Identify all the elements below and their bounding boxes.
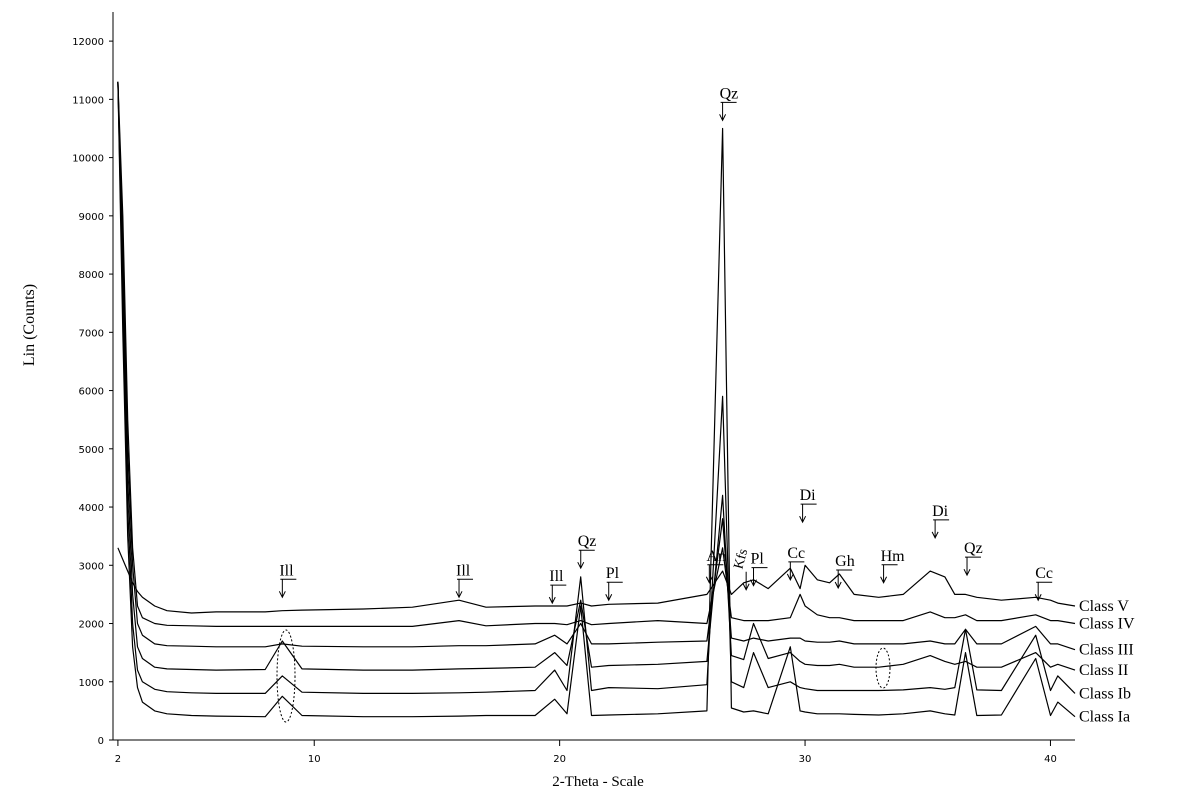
series-line: [117, 81, 1076, 651]
y-tick-label: 6000: [79, 387, 104, 398]
series-label: Class III: [1079, 642, 1134, 659]
series-line: [117, 81, 1076, 627]
y-tick-label: 12000: [72, 37, 104, 48]
series-line: [117, 81, 1076, 694]
annotation-arrow: [880, 564, 888, 584]
annotation-arrow: [278, 579, 286, 599]
x-tick-label: 40: [1044, 754, 1057, 765]
annotation-arrow: [750, 567, 757, 587]
annotation-label: Cc: [1035, 565, 1053, 582]
series-label: Class Ia: [1079, 709, 1130, 726]
annotation-arrow: [705, 564, 713, 584]
y-tick-label: 5000: [79, 445, 104, 456]
series-label: Class IV: [1079, 616, 1135, 633]
series-label: Class Ib: [1079, 685, 1131, 702]
annotation-arrow: [1034, 582, 1042, 602]
x-tick-label: 10: [308, 754, 321, 765]
annotation-arrow: [786, 561, 794, 581]
annotation-arrow: [963, 557, 971, 577]
y-tick-label: 11000: [72, 95, 104, 106]
annotation-label: Hm: [881, 548, 906, 565]
y-tick-label: 2000: [79, 620, 104, 631]
y-axis-title: Lin (Counts): [21, 284, 38, 366]
annotation-label: Qz: [578, 533, 597, 550]
y-tick-label: 0: [98, 736, 104, 747]
y-tick-label: 9000: [79, 212, 104, 223]
annotation-arrow: [719, 102, 727, 122]
y-tick-label: 4000: [79, 503, 104, 514]
annotation-label: Gh: [835, 553, 855, 570]
series-line: [117, 81, 1076, 671]
annotation-label: Di: [800, 487, 817, 504]
x-tick-label: 2: [115, 754, 121, 765]
annotation-arrow: [799, 504, 807, 524]
annotation-label: Qz: [720, 85, 739, 102]
y-tick-label: 7000: [79, 328, 104, 339]
y-tick-label: 1000: [79, 678, 104, 689]
y-tick-label: 8000: [79, 270, 104, 281]
annotation-arrow: [548, 585, 556, 605]
x-axis-title: 2-Theta - Scale: [552, 774, 644, 790]
annotation-arrow: [455, 579, 463, 599]
annotation-label: Qz: [964, 540, 983, 557]
annotation-arrow: [834, 569, 842, 590]
annotation-label: Di: [932, 503, 949, 520]
y-tick-label: 10000: [72, 154, 104, 165]
annotation-label: Pl: [751, 551, 765, 568]
annotation-label: Ill: [279, 562, 294, 579]
annotation-arrow: [577, 550, 585, 570]
annotation-label: Cc: [787, 545, 805, 562]
annotation-label: Pl: [606, 565, 620, 582]
x-tick-label: 20: [553, 754, 566, 765]
annotation-label: Ill: [549, 568, 564, 585]
highlight-ellipse: [276, 629, 296, 723]
series-label: Class II: [1079, 662, 1128, 679]
annotation-label: Ill: [456, 562, 471, 579]
y-tick-label: 3000: [79, 561, 104, 572]
annotation-arrow: [742, 571, 750, 591]
highlight-ellipse: [875, 647, 891, 689]
annotation-arrow: [605, 582, 613, 602]
series-line: [117, 81, 1076, 718]
x-tick-label: 30: [799, 754, 812, 765]
annotation-arrow: [931, 519, 939, 540]
annotation-label: Kfs: [732, 547, 752, 570]
series-line: [117, 547, 1076, 614]
series-label: Class V: [1079, 598, 1129, 615]
annotation-label: An: [706, 548, 726, 565]
